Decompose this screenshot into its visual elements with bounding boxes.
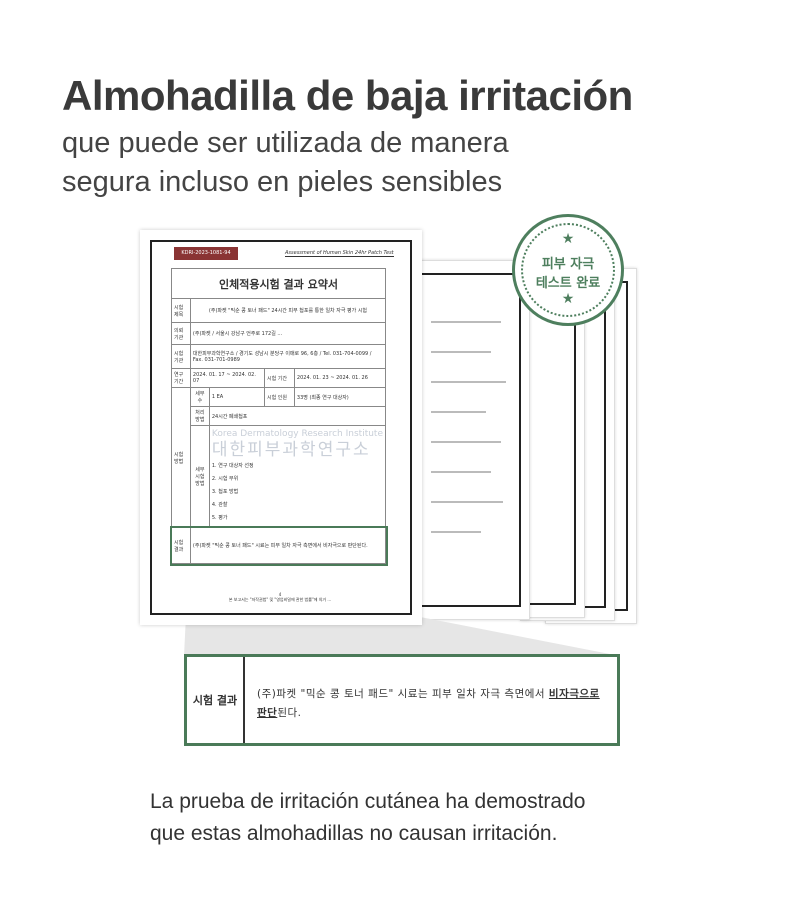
subtitle-line-1: que puede ser utilizada de manera [62, 127, 509, 159]
row-value: 24시간 폐쇄첩포 [208, 406, 387, 426]
skin-irritation-test-complete-seal: ★ 피부 자극 테스트 완료 ★ [512, 214, 624, 326]
row-value: (주)파켓 "믹순 콩 토너 패드" 24시간 피부 첩포를 통한 일차 자극 … [189, 298, 387, 323]
watermark-ko: 대한피부과학연구소 [211, 440, 371, 460]
page-number: 4 [278, 592, 282, 597]
row-value: 대한피부과학연구소 / 경기도 성남시 분당구 이매로 96, 6층 / Tel… [189, 344, 387, 369]
seal-line-1: 피부 자극 [541, 257, 595, 272]
method-step: 3. 첩포 방법 [211, 489, 239, 495]
seal-line-2: 테스트 완료 [535, 276, 601, 291]
text-part: (주)파켓 "믹순 콩 토너 패드" 시료는 피부 일차 자극 측면에서 [257, 688, 549, 700]
page-title: Almohadilla de baja irritación [62, 72, 633, 119]
row-label: 연구 기간 [171, 368, 191, 388]
highlight-judged: 판단 [257, 707, 278, 719]
row-label: 시험 기간 [263, 368, 295, 388]
row-label: 처리 방법 [189, 406, 210, 426]
watermark-en: Korea Dermatology Research Institute [211, 429, 383, 439]
row-label: 의뢰 기관 [171, 322, 191, 345]
method-steps: Korea Dermatology Research Institute 대한피… [208, 425, 387, 528]
row-label: 시험 인원 [263, 387, 295, 407]
text-part: 된다. [277, 707, 302, 719]
row-value: 33명 (최종 연구 대상자) [293, 387, 387, 407]
row-value: 2024. 01. 17 ~ 2024. 02. 07 [189, 368, 265, 388]
result-text: (주)파켓 "믹순 콩 토너 패드" 시료는 피부 일차 자극 측면에서 비자극… [189, 527, 387, 564]
row-value: 1 EA [208, 387, 265, 407]
document-id-badge: KDRI-2023-1081-94 [174, 247, 238, 260]
method-step: 4. 관찰 [211, 502, 228, 508]
row-label: 시험 제목 [171, 298, 191, 323]
row-label: 시험 기관 [171, 344, 191, 369]
detail-method-label: 세부 시험 방법 [189, 425, 210, 528]
conclusion-line-1: La prueba de irritación cutánea ha demos… [150, 790, 586, 813]
conclusion-line-2: que estas almohadillas no causan irritac… [150, 822, 558, 845]
footer-note: 본 보고서는 "저작권법" 및 "영업비밀에 관한 법률"에 의거 ... [228, 597, 332, 602]
result-callout: 시험 결과 (주)파켓 "믹순 콩 토너 패드" 시료는 피부 일차 자극 측면… [184, 654, 620, 746]
method-step: 1. 연구 대상자 선정 [211, 463, 254, 469]
result-label: 시험 결과 [171, 527, 191, 564]
star-icon: ★ [561, 231, 575, 247]
callout-label: 시험 결과 [187, 657, 245, 743]
method-step: 2. 시험 부위 [211, 476, 239, 482]
callout-text: (주)파켓 "믹순 콩 토너 패드" 시료는 피부 일차 자극 측면에서 비자극… [245, 657, 617, 743]
subtitle-line-2: segura incluso en pieles sensibles [62, 166, 503, 198]
method-label: 시험 방법 [171, 387, 191, 528]
row-value: 2024. 01. 23 ~ 2024. 01. 26 [293, 368, 387, 388]
report-table: 인체적용시험 결과 요약서 시험 제목 (주)파켓 "믹순 콩 토너 패드" 24… [169, 268, 388, 566]
method-step: 5. 평가 [211, 515, 228, 521]
row-label: 세부 수 [189, 387, 210, 407]
document-title: 인체적용시험 결과 요약서 [171, 268, 386, 299]
star-icon: ★ [561, 291, 575, 307]
highlight-non-irritant: 비자극으로 [548, 688, 600, 700]
row-value: (주)파켓 / 서울시 강남구 언주로 172길 ... [189, 322, 387, 345]
document-english-title: Assessment of Human Skin 24hr Patch Test [285, 250, 394, 257]
